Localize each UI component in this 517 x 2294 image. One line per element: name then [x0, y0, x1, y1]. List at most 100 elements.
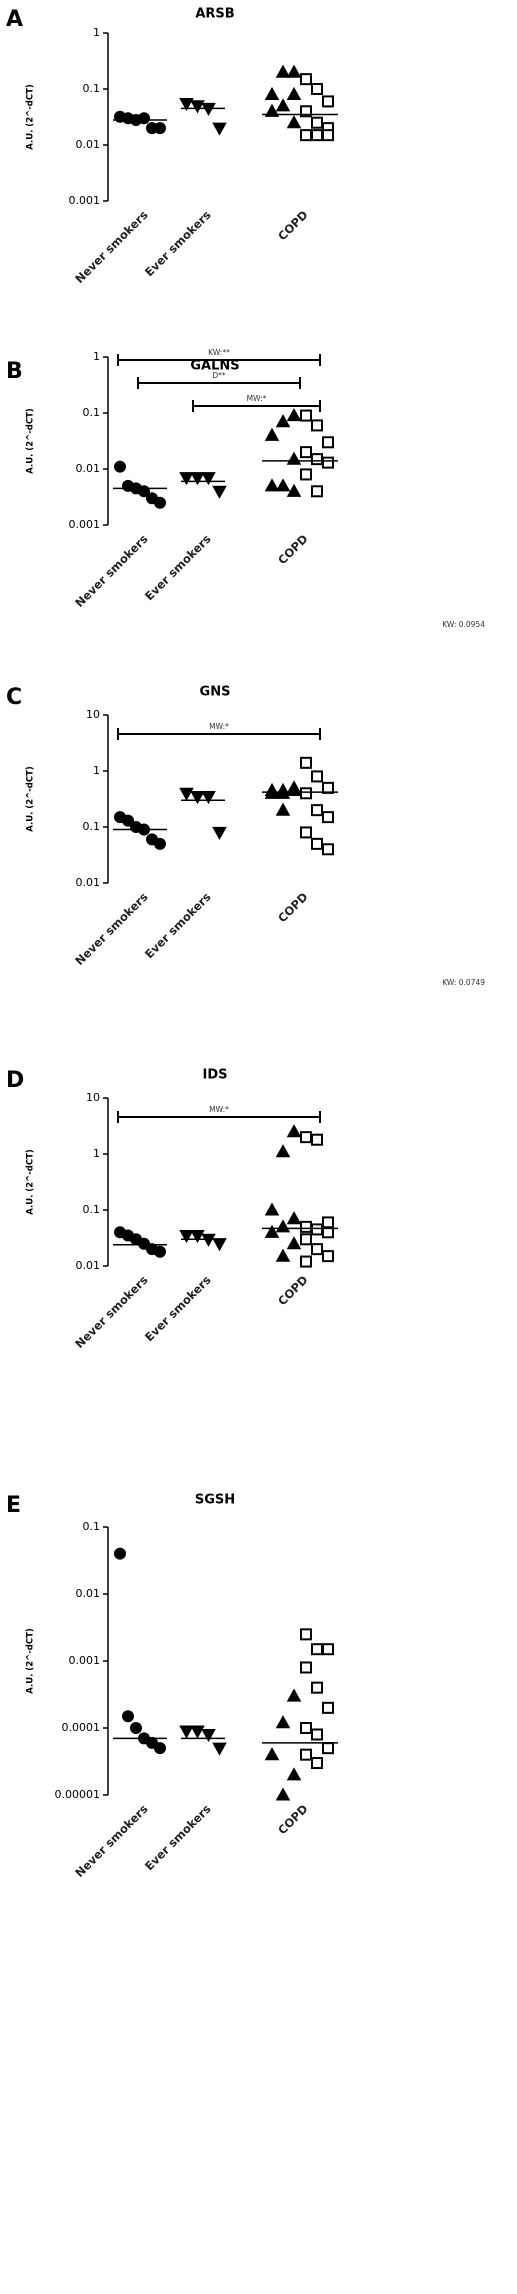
data-point — [300, 1722, 312, 1734]
y-tick-label: 0.1 — [83, 406, 101, 419]
y-tick-label: 0.001 — [69, 518, 101, 531]
data-point — [264, 1747, 280, 1761]
y-axis-label: A.U. (2^-dCT) — [26, 1149, 36, 1215]
data-point — [190, 1725, 205, 1739]
data-point — [212, 485, 227, 499]
data-point — [311, 485, 323, 498]
data-point — [311, 1243, 323, 1256]
data-point — [286, 408, 302, 422]
data-point — [286, 1211, 302, 1225]
data-point — [286, 451, 302, 465]
y-tick-label: 0.001 — [69, 1654, 101, 1667]
bracket-label: MW:* — [209, 722, 229, 731]
y-tick-label: 0.00001 — [55, 1788, 101, 1801]
y-tick-label: 1 — [93, 26, 100, 39]
data-point — [286, 64, 302, 78]
data-point — [286, 115, 302, 129]
data-point — [322, 1250, 334, 1263]
data-point — [264, 1202, 280, 1216]
y-tick-label: 1 — [93, 350, 100, 363]
y-tick-label: 1 — [93, 764, 100, 777]
y-tick-label: 0.1 — [83, 820, 101, 833]
data-point — [311, 453, 323, 466]
data-point — [322, 95, 334, 108]
data-point — [275, 478, 291, 492]
data-point — [322, 456, 334, 469]
bracket-label: MW:* — [247, 394, 267, 403]
y-axis-label: A.U. (2^-dCT) — [26, 84, 36, 150]
data-point — [138, 112, 150, 125]
y-axis-label: A.U. (2^-dCT) — [26, 1628, 36, 1694]
data-point — [286, 1124, 302, 1138]
y-tick-label: 0.0001 — [62, 1721, 101, 1734]
data-point — [264, 86, 280, 100]
data-point — [122, 814, 134, 827]
data-point — [130, 1722, 142, 1734]
data-point — [212, 826, 227, 840]
data-point — [275, 1219, 291, 1233]
data-point — [311, 804, 323, 817]
y-tick-label: 0.1 — [83, 82, 101, 95]
data-point — [275, 98, 291, 112]
data-point — [179, 787, 194, 801]
bracket-label: D** — [212, 371, 226, 380]
footnote: KW: 0.0954 — [442, 620, 485, 629]
data-point — [190, 1229, 205, 1244]
panel-label: E — [6, 1493, 21, 1518]
x-tick-label: COPD — [275, 1802, 310, 1837]
data-point — [190, 472, 205, 486]
y-axis-label: A.U. (2^-dCT) — [26, 408, 36, 474]
y-tick-label: 10 — [86, 708, 100, 721]
panel-label: B — [6, 359, 23, 384]
data-point — [275, 1248, 291, 1262]
data-point — [114, 460, 126, 473]
y-tick-label: 0.1 — [83, 1203, 101, 1216]
x-tick-label: Ever smokers — [142, 1273, 214, 1345]
x-tick-label: Ever smokers — [142, 1802, 214, 1874]
data-point — [212, 1742, 227, 1756]
chart-title: IDS — [203, 1068, 228, 1083]
data-point — [300, 129, 312, 142]
bracket-label: KW:** — [208, 348, 230, 357]
data-point — [264, 1224, 280, 1238]
chart-title: ARSB — [195, 7, 234, 22]
data-point — [311, 419, 323, 432]
data-point — [286, 86, 302, 100]
data-point — [322, 129, 334, 142]
data-point — [154, 122, 166, 135]
data-point — [190, 790, 205, 805]
data-point — [322, 811, 334, 824]
x-tick-label: Never smokers — [72, 532, 150, 610]
x-tick-label: Never smokers — [72, 1273, 150, 1351]
data-point — [322, 1226, 334, 1239]
chart-title: SGSH — [195, 1493, 235, 1508]
y-axis-label: A.U. (2^-dCT) — [26, 766, 36, 832]
footnote: KW: 0.0749 — [442, 978, 485, 987]
data-point — [264, 103, 280, 117]
x-tick-label: Ever smokers — [142, 208, 214, 280]
data-point — [275, 414, 291, 428]
bracket-label: MW:* — [209, 1105, 229, 1114]
panel-label: D — [6, 1068, 24, 1093]
data-point — [154, 1742, 166, 1755]
panel-label: C — [6, 685, 22, 710]
y-tick-label: 0.01 — [76, 462, 101, 475]
data-point — [275, 64, 291, 78]
data-point — [264, 427, 280, 441]
data-point — [154, 837, 166, 850]
data-point — [300, 105, 312, 118]
x-tick-label: COPD — [275, 532, 310, 567]
data-point — [300, 756, 312, 769]
data-point — [154, 496, 166, 509]
data-point — [212, 1238, 227, 1252]
data-point — [322, 781, 334, 794]
chart-title: GALNS — [190, 359, 239, 374]
data-point — [300, 1628, 312, 1641]
y-tick-label: 0.01 — [76, 876, 101, 889]
data-point — [311, 83, 323, 95]
data-point — [322, 843, 334, 856]
data-point — [179, 1725, 194, 1739]
data-point — [179, 1229, 194, 1244]
data-point — [311, 1728, 323, 1741]
